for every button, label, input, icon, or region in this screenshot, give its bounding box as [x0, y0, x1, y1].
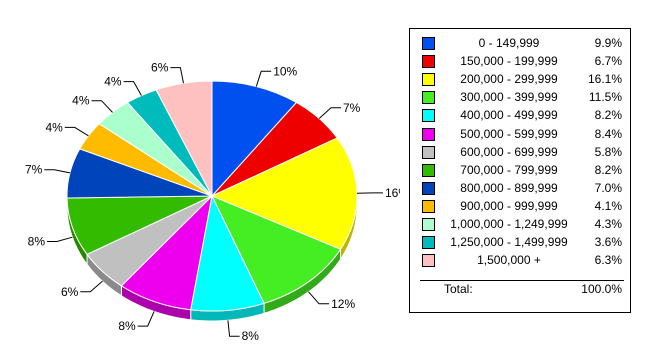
leader-line: [47, 236, 73, 242]
legend-range: 300,000 - 399,999: [460, 90, 558, 105]
pie-slice: [210, 195, 342, 304]
legend-range: 600,000 - 699,999: [460, 144, 558, 159]
pie-chart: 10% 7% 16% 12% 8% 8% 6% 8% 7% 4% 4% 4% 6%: [25, 61, 400, 344]
legend-range: 150,000 - 199,999: [460, 54, 558, 69]
legend-value: 7.0%: [594, 180, 622, 195]
legend-entry: 1,250,000 - 1,499,999 3.6%: [410, 234, 630, 251]
slice-label: 8%: [242, 329, 260, 343]
pie-leader-lines: [44, 67, 383, 337]
legend-swatch: [422, 199, 435, 213]
pie-slice: [210, 137, 358, 250]
legend-entry: 700,000 - 799,999 8.2%: [410, 162, 630, 179]
legend-swatch: [422, 73, 435, 87]
legend-value: 5.8%: [594, 144, 622, 159]
legend-range: 900,000 - 999,999: [460, 198, 558, 213]
legend-value: 8.2%: [594, 108, 622, 123]
pie-slice: [155, 80, 213, 197]
legend-swatch: [422, 127, 435, 141]
slice-label: 12%: [331, 297, 355, 311]
leader-line: [308, 291, 330, 305]
slice-label: 16%: [385, 186, 400, 200]
legend-swatch: [422, 181, 435, 195]
slice-label: 6%: [151, 61, 169, 75]
legend-entry: 500,000 - 599,999 8.4%: [410, 126, 630, 143]
legend-entry: 150,000 - 199,999 6.7%: [410, 53, 630, 70]
slice-label: 6%: [61, 285, 79, 299]
leader-line: [80, 280, 103, 293]
legend-range: 200,000 - 299,999: [460, 72, 558, 87]
pie-labels: 10% 7% 16% 12% 8% 8% 6% 8% 7% 4% 4% 4% 6%: [25, 61, 400, 344]
slice-label: 4%: [104, 75, 122, 89]
legend: 0 - 149,999 9.9% 150,000 - 199,999 6.7% 200,…: [409, 28, 631, 313]
legend-value: 4.1%: [594, 198, 622, 213]
legend-value: 6.7%: [594, 54, 622, 69]
legend-entry: 0 - 149,999 9.9%: [410, 35, 630, 52]
legend-value: 8.4%: [594, 126, 622, 141]
leader-line: [44, 169, 71, 174]
legend-value: 6.3%: [594, 253, 622, 268]
slice-label: 8%: [118, 319, 136, 333]
legend-range: 500,000 - 599,999: [460, 126, 558, 141]
legend-total-label: Total:: [444, 282, 473, 296]
legend-swatch: [422, 55, 435, 69]
slice-label: 7%: [25, 163, 43, 177]
legend-swatch: [422, 145, 435, 159]
legend-range: 1,000,000 - 1,249,999: [450, 217, 568, 231]
legend-value: 16.1%: [587, 72, 622, 87]
legend-total-value: 100.0%: [581, 282, 622, 296]
pie-slice: [211, 80, 298, 198]
legend-range: 0 - 149,999: [478, 36, 540, 50]
leader-line: [227, 320, 240, 337]
legend-entry: 600,000 - 699,999 5.8%: [410, 144, 630, 161]
legend-swatch: [422, 254, 435, 268]
pie-slices: [66, 80, 358, 312]
legend-swatch: [422, 163, 435, 177]
legend-range: 400,000 - 499,999: [460, 108, 558, 123]
slice-label: 4%: [45, 120, 63, 134]
legend-entry: 1,500,000 + 6.3%: [410, 252, 630, 269]
legend-range: 1,250,000 - 1,499,999: [450, 235, 568, 250]
legend-entry: 300,000 - 399,999 11.5%: [410, 89, 630, 106]
leader-line: [64, 126, 89, 137]
legend-swatch: [422, 109, 435, 123]
legend-entry: 200,000 - 299,999 16.1%: [410, 71, 630, 88]
legend-value: 4.3%: [594, 217, 622, 231]
legend-swatch: [422, 218, 435, 231]
legend-entry: 400,000 - 499,999 8.2%: [410, 107, 630, 124]
leader-line: [91, 100, 113, 113]
legend-value: 11.5%: [588, 90, 622, 105]
leader-line: [170, 67, 184, 84]
legend-range: 700,000 - 799,999: [460, 162, 558, 177]
legend-entry: 900,000 - 999,999 4.1%: [410, 198, 630, 215]
legend-swatch: [422, 91, 435, 105]
slice-label: 7%: [343, 101, 361, 115]
legend-divider: [420, 280, 624, 281]
legend-value: 9.9%: [594, 36, 622, 50]
leader-line: [255, 70, 272, 87]
legend-swatch: [422, 236, 435, 250]
leader-line: [123, 81, 142, 96]
legend-value: 3.6%: [594, 235, 622, 250]
leader-line: [137, 311, 155, 327]
legend-range: 800,000 - 899,999: [460, 180, 558, 195]
leader-line: [318, 107, 341, 119]
legend-entry: 1,000,000 - 1,249,999 4.3%: [410, 216, 630, 233]
legend-swatch: [422, 37, 435, 50]
legend-value: 8.2%: [594, 162, 622, 177]
legend-range: 1,500,000 +: [477, 253, 541, 268]
slice-label: 10%: [273, 64, 297, 78]
legend-entry: 800,000 - 899,999 7.0%: [410, 180, 630, 197]
slice-label: 4%: [72, 94, 90, 108]
slice-label: 8%: [28, 235, 46, 249]
